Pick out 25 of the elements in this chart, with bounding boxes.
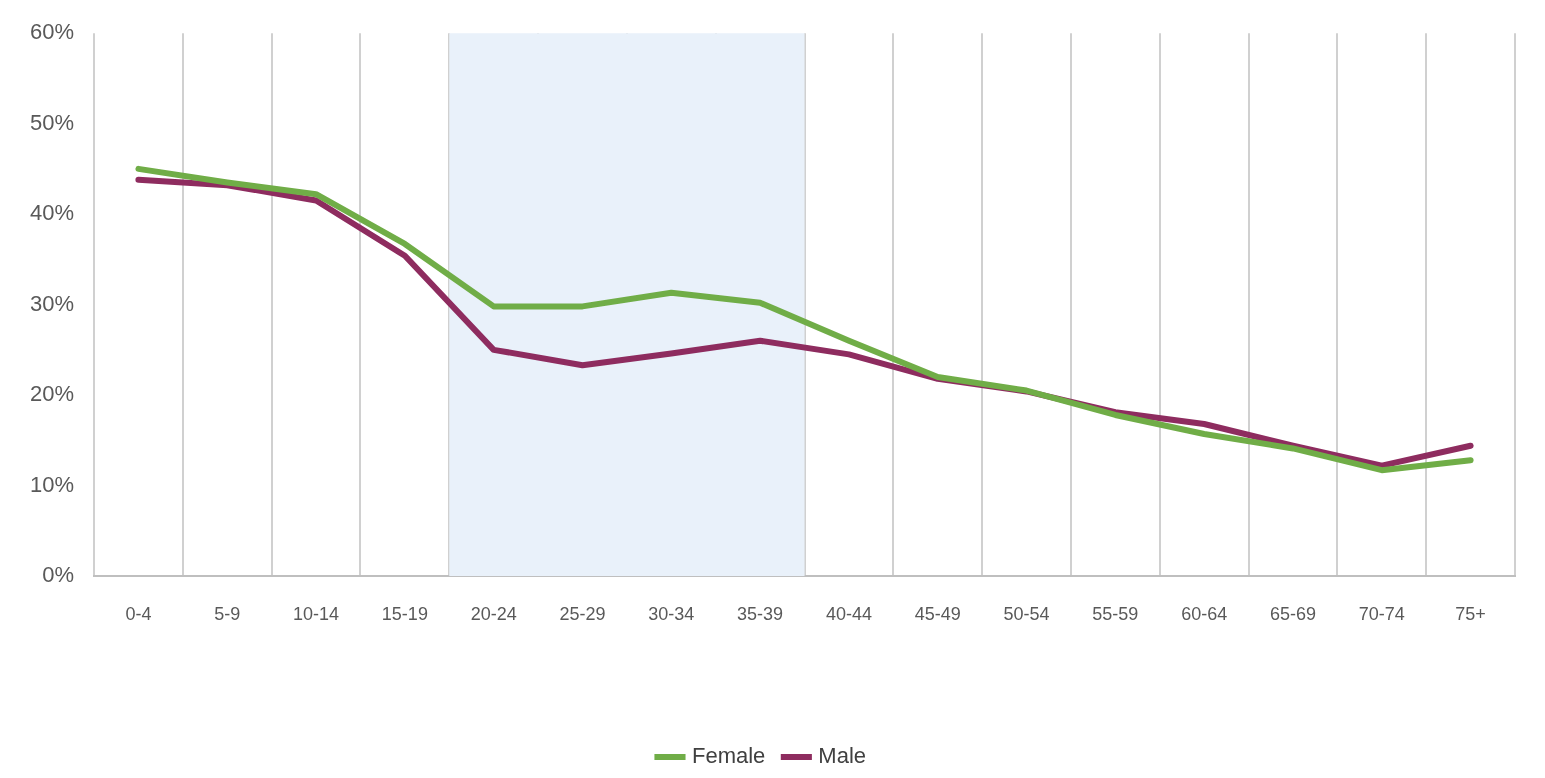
y-tick-label: 20%	[29, 381, 75, 407]
x-tick-label: 60-64	[1181, 603, 1228, 624]
x-tick-label: 20-24	[470, 603, 517, 624]
x-tick-label: 10-14	[293, 603, 340, 624]
legend-label: Male	[818, 743, 867, 769]
x-tick-label: 25-29	[559, 603, 606, 624]
y-tick-label: 30%	[29, 290, 75, 316]
y-tick-label: 40%	[29, 200, 75, 226]
y-tick-label: 60%	[29, 19, 75, 45]
x-tick-label: 15-19	[381, 603, 428, 624]
x-tick-label: 55-59	[1092, 603, 1139, 624]
x-tick-label: 35-39	[737, 603, 784, 624]
y-tick-label: 0%	[42, 562, 75, 588]
x-tick-label: 50-54	[1003, 603, 1050, 624]
y-tick-label: 50%	[29, 109, 75, 135]
x-tick-label: 30-34	[648, 603, 695, 624]
x-tick-label: 5-9	[214, 603, 241, 624]
x-tick-label: 75+	[1455, 603, 1486, 624]
y-tick-label: 10%	[29, 471, 75, 497]
x-tick-label: 70-74	[1358, 603, 1405, 624]
x-tick-label: 45-49	[914, 603, 961, 624]
legend-label: Female	[691, 743, 766, 769]
x-tick-label: 65-69	[1269, 603, 1316, 624]
x-tick-label: 0-4	[125, 603, 152, 624]
x-tick-label: 40-44	[825, 603, 872, 624]
